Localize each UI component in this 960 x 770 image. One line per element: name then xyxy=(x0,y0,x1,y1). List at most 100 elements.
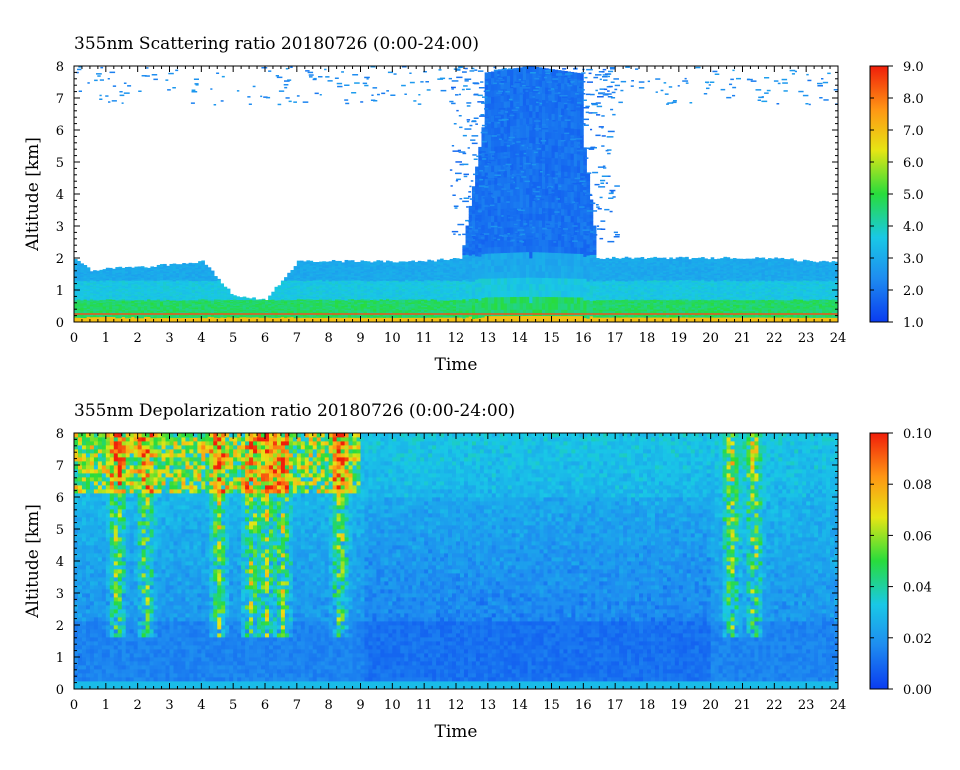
heatmap-cell xyxy=(293,306,298,309)
heatmap-cell xyxy=(93,285,97,288)
heatmap-cell xyxy=(204,316,209,319)
heatmap-cell xyxy=(83,270,88,273)
heatmap-cell xyxy=(153,301,158,304)
heatmap-cell xyxy=(303,287,307,290)
heatmap-cell xyxy=(284,297,288,299)
heatmap-cell xyxy=(290,270,295,272)
heatmap-cell xyxy=(124,306,129,309)
heatmap-cell xyxy=(265,303,269,305)
heatmap-cell xyxy=(255,309,260,311)
heatmap-cell xyxy=(163,266,167,269)
heatmap-cell xyxy=(312,301,317,303)
heatmap-cell xyxy=(338,297,342,300)
heatmap-cell xyxy=(128,266,132,269)
heatmap-cell xyxy=(468,252,473,256)
heatmap-cell xyxy=(303,270,307,273)
heatmap-cell xyxy=(150,306,154,309)
heatmap-cell xyxy=(335,285,339,288)
heatmap-cell xyxy=(204,284,209,287)
heatmap-cell xyxy=(99,315,104,318)
heatmap-cell xyxy=(306,271,310,274)
heatmap-cell xyxy=(296,317,301,320)
heatmap-cell xyxy=(182,302,186,305)
heatmap-cell xyxy=(188,305,193,308)
heatmap-cell xyxy=(182,273,186,276)
heatmap-cell xyxy=(265,308,269,310)
heatmap-cell xyxy=(172,270,177,273)
heatmap-cell xyxy=(236,309,240,311)
heatmap-cell xyxy=(325,311,330,314)
heatmap-cell xyxy=(341,269,345,272)
heatmap-cell xyxy=(80,288,84,291)
heatmap-cell xyxy=(140,302,145,305)
heatmap-cell xyxy=(131,275,135,278)
heatmap-cell xyxy=(128,297,132,299)
heatmap-cell xyxy=(293,310,298,313)
heatmap-cell xyxy=(172,301,177,304)
heatmap-cell xyxy=(131,274,135,277)
heatmap-cell xyxy=(290,310,295,312)
heatmap-cell xyxy=(124,295,129,298)
heatmap-cell xyxy=(191,307,196,310)
heatmap-cell xyxy=(147,316,151,319)
heatmap-cell xyxy=(293,284,298,287)
heatmap-cell xyxy=(210,296,215,298)
heatmap-cell xyxy=(322,305,326,308)
heatmap-cell xyxy=(287,290,291,292)
heatmap-cell xyxy=(249,298,253,300)
heatmap-cell xyxy=(105,307,110,309)
heatmap-cell xyxy=(153,297,158,300)
heatmap-cell xyxy=(300,275,304,278)
heatmap-cell xyxy=(261,315,266,316)
heatmap-cell xyxy=(144,289,148,291)
heatmap-cell xyxy=(131,294,135,297)
heatmap-cell xyxy=(163,287,167,290)
heatmap-cell xyxy=(131,271,135,274)
heatmap-cell xyxy=(83,310,88,313)
heatmap-cell xyxy=(236,312,240,314)
heatmap-cell xyxy=(293,280,298,282)
heatmap-cell xyxy=(124,271,129,273)
heatmap-cell xyxy=(338,267,342,269)
heatmap-cell xyxy=(140,319,145,322)
heatmap-cell xyxy=(124,293,129,295)
heatmap-cell xyxy=(134,268,139,270)
heatmap-cell xyxy=(201,305,205,308)
heatmap-cell xyxy=(169,291,174,294)
heatmap-cell xyxy=(223,299,228,302)
heatmap-cell xyxy=(118,316,123,319)
heatmap-cell xyxy=(204,317,209,320)
heatmap-cell xyxy=(134,288,139,291)
heatmap-cell xyxy=(144,297,148,300)
heatmap-cell xyxy=(144,270,148,272)
heatmap-cell xyxy=(105,303,110,305)
heatmap-cell xyxy=(96,297,100,300)
heatmap-cell xyxy=(147,274,151,277)
heatmap-cell xyxy=(242,296,247,298)
heatmap-cell xyxy=(303,284,307,287)
heatmap-cell xyxy=(226,310,231,312)
heatmap-cell xyxy=(77,306,81,309)
heatmap-cell xyxy=(150,267,154,270)
heatmap-cell xyxy=(325,261,330,264)
heatmap-cell xyxy=(465,242,470,246)
heatmap-cell xyxy=(296,300,301,303)
heatmap-cell xyxy=(99,292,104,294)
heatmap-cell xyxy=(115,272,119,275)
heatmap-cell xyxy=(268,304,272,306)
heatmap-cell xyxy=(242,299,247,301)
heatmap-cell xyxy=(201,318,205,321)
heatmap-cell xyxy=(309,271,314,274)
heatmap-cell xyxy=(398,261,403,264)
heatmap-cell xyxy=(188,287,193,290)
heatmap-cell xyxy=(223,305,228,307)
heatmap-cell xyxy=(112,282,116,284)
heatmap-cell xyxy=(179,291,183,294)
heatmap-cell xyxy=(440,258,444,261)
heatmap-cell xyxy=(96,289,100,292)
heatmap-cell xyxy=(287,315,291,318)
heatmap-cell xyxy=(156,289,161,292)
heatmap-cell xyxy=(315,284,320,287)
heatmap-cell xyxy=(328,267,333,270)
